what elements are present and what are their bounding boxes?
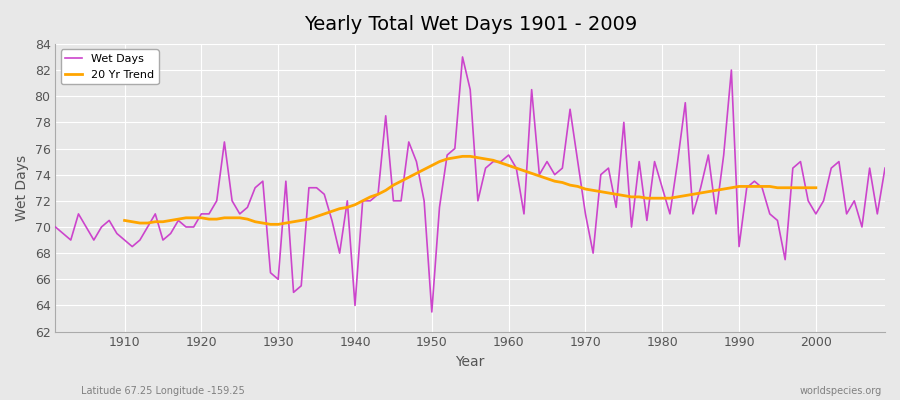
Text: worldspecies.org: worldspecies.org bbox=[800, 386, 882, 396]
Wet Days bbox=[457, 54, 468, 59]
20 Yr Trend bbox=[534, 174, 544, 178]
Wet Days bbox=[427, 310, 437, 314]
20 Yr Trend bbox=[803, 185, 814, 190]
Text: Latitude 67.25 Longitude -159.25: Latitude 67.25 Longitude -159.25 bbox=[81, 386, 245, 396]
20 Yr Trend bbox=[718, 187, 729, 192]
Wet Days bbox=[50, 224, 61, 229]
Wet Days bbox=[112, 231, 122, 236]
Wet Days bbox=[511, 166, 522, 170]
Wet Days bbox=[327, 218, 338, 223]
Wet Days bbox=[281, 179, 292, 184]
20 Yr Trend bbox=[457, 154, 468, 159]
Line: Wet Days: Wet Days bbox=[56, 57, 885, 312]
X-axis label: Year: Year bbox=[455, 355, 485, 369]
Wet Days bbox=[879, 166, 890, 170]
20 Yr Trend bbox=[266, 222, 276, 227]
20 Yr Trend bbox=[303, 217, 314, 222]
20 Yr Trend bbox=[203, 217, 214, 222]
20 Yr Trend bbox=[811, 185, 822, 190]
Legend: Wet Days, 20 Yr Trend: Wet Days, 20 Yr Trend bbox=[61, 50, 158, 84]
Wet Days bbox=[611, 205, 622, 210]
Y-axis label: Wet Days: Wet Days bbox=[15, 155, 29, 221]
Wet Days bbox=[518, 212, 529, 216]
Line: 20 Yr Trend: 20 Yr Trend bbox=[124, 156, 816, 224]
Title: Yearly Total Wet Days 1901 - 2009: Yearly Total Wet Days 1901 - 2009 bbox=[303, 15, 637, 34]
20 Yr Trend bbox=[119, 218, 130, 223]
20 Yr Trend bbox=[288, 219, 299, 224]
